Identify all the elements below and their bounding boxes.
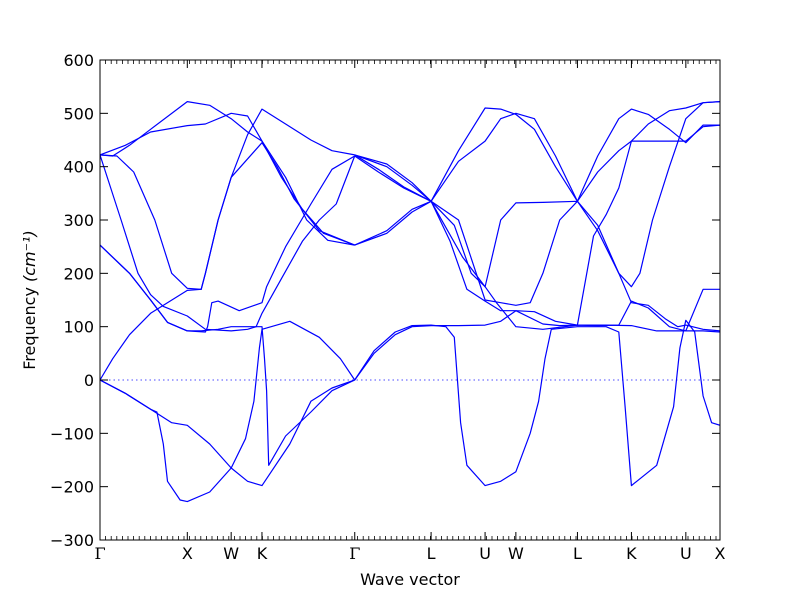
minor-ticks bbox=[105, 60, 717, 540]
x-tick-label: Γ bbox=[349, 544, 360, 563]
y-axis-label-unit: (cm⁻¹) bbox=[20, 230, 39, 282]
band-line-17 bbox=[354, 154, 720, 332]
y-tick-label: 0 bbox=[84, 371, 94, 390]
x-tick-label: W bbox=[508, 544, 524, 563]
band-line-11 bbox=[354, 319, 720, 487]
y-axis-ticks: −300 −200 −100 0 100 200 300 400 500 600 bbox=[50, 51, 720, 550]
y-tick-label: −300 bbox=[50, 531, 94, 550]
x-tick-label: U bbox=[680, 544, 692, 563]
y-tick-label: 100 bbox=[63, 318, 94, 337]
band-line-6 bbox=[100, 112, 355, 246]
x-tick-label: W bbox=[223, 544, 239, 563]
y-tick-label: 500 bbox=[63, 104, 94, 123]
y-tick-label: 200 bbox=[63, 264, 94, 283]
x-tick-label: Γ bbox=[94, 544, 105, 563]
y-axis-label-text: Frequency bbox=[20, 287, 39, 370]
band-line-7 bbox=[100, 108, 355, 290]
band-line-12 bbox=[354, 200, 720, 332]
y-tick-label: 600 bbox=[63, 51, 94, 70]
plot-frame bbox=[99, 59, 721, 541]
x-tick-label: X bbox=[715, 544, 726, 563]
x-axis-label: Wave vector bbox=[360, 570, 460, 589]
plot-background bbox=[100, 60, 720, 540]
y-axis-label: Frequency (cm⁻¹) bbox=[20, 230, 39, 369]
x-tick-label: U bbox=[479, 544, 491, 563]
y-tick-label: 300 bbox=[63, 211, 94, 230]
x-tick-label: K bbox=[626, 544, 637, 563]
band-line-9 bbox=[100, 100, 355, 246]
x-tick-label: L bbox=[573, 544, 582, 563]
band-line-8 bbox=[100, 154, 356, 332]
y-tick-label: 400 bbox=[63, 158, 94, 177]
x-tick-label: K bbox=[257, 544, 268, 563]
y-tick-label: −100 bbox=[50, 424, 94, 443]
x-tick-label: L bbox=[427, 544, 436, 563]
band-line-10 bbox=[354, 310, 720, 381]
band-line-2 bbox=[100, 320, 356, 503]
y-tick-label: −200 bbox=[50, 478, 94, 497]
x-tick-label: X bbox=[182, 544, 193, 563]
band-line-16 bbox=[354, 124, 720, 330]
series-layer bbox=[100, 100, 720, 503]
band-line-5 bbox=[100, 244, 355, 466]
